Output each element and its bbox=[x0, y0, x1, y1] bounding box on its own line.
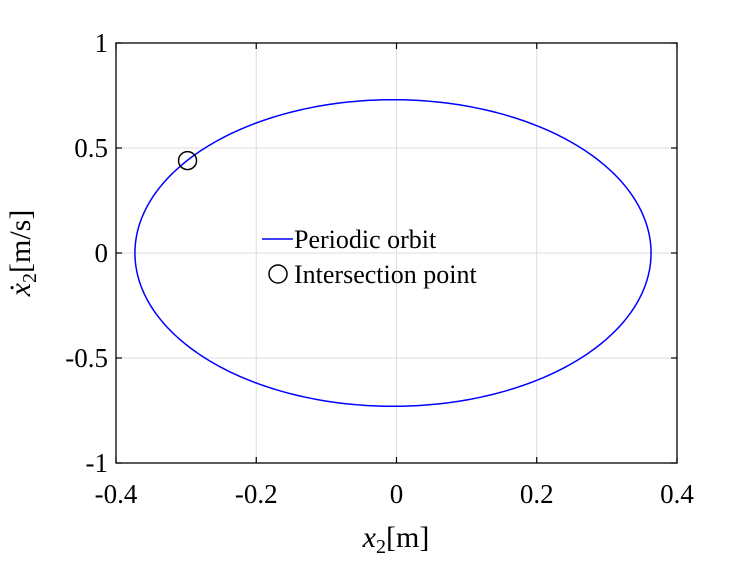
y-tick-label-2: 0 bbox=[95, 238, 109, 268]
y-tick-label-3: 0.5 bbox=[74, 133, 108, 163]
x-tick-label-2: 0 bbox=[390, 479, 404, 509]
x-tick-label-0: -0.4 bbox=[95, 479, 138, 509]
y-axis-label: ẋ2[m/s] bbox=[4, 210, 41, 298]
legend: Periodic orbit Intersection point bbox=[262, 225, 477, 289]
legend-label-intersection-point: Intersection point bbox=[294, 260, 477, 289]
intersection-point-marker bbox=[177, 150, 198, 171]
legend-marker-intersection-point bbox=[268, 264, 288, 284]
y-tick-label-1: -0.5 bbox=[65, 343, 108, 373]
periodic-orbit-line bbox=[134, 98, 652, 408]
y-tick-label-0: -1 bbox=[86, 448, 109, 478]
x-axis-label: x2[m] bbox=[362, 521, 430, 558]
y-tick-label-4: 1 bbox=[95, 28, 109, 58]
x-tick-label-3: 0.2 bbox=[520, 479, 554, 509]
legend-label-periodic-orbit: Periodic orbit bbox=[294, 225, 437, 254]
x-tick-label-4: 0.4 bbox=[660, 479, 694, 509]
ticks: -0.4 -0.2 0 0.2 0.4 -1 -0.5 0 0.5 1 bbox=[65, 28, 694, 509]
x-tick-label-1: -0.2 bbox=[235, 479, 278, 509]
series-layer bbox=[134, 98, 652, 408]
